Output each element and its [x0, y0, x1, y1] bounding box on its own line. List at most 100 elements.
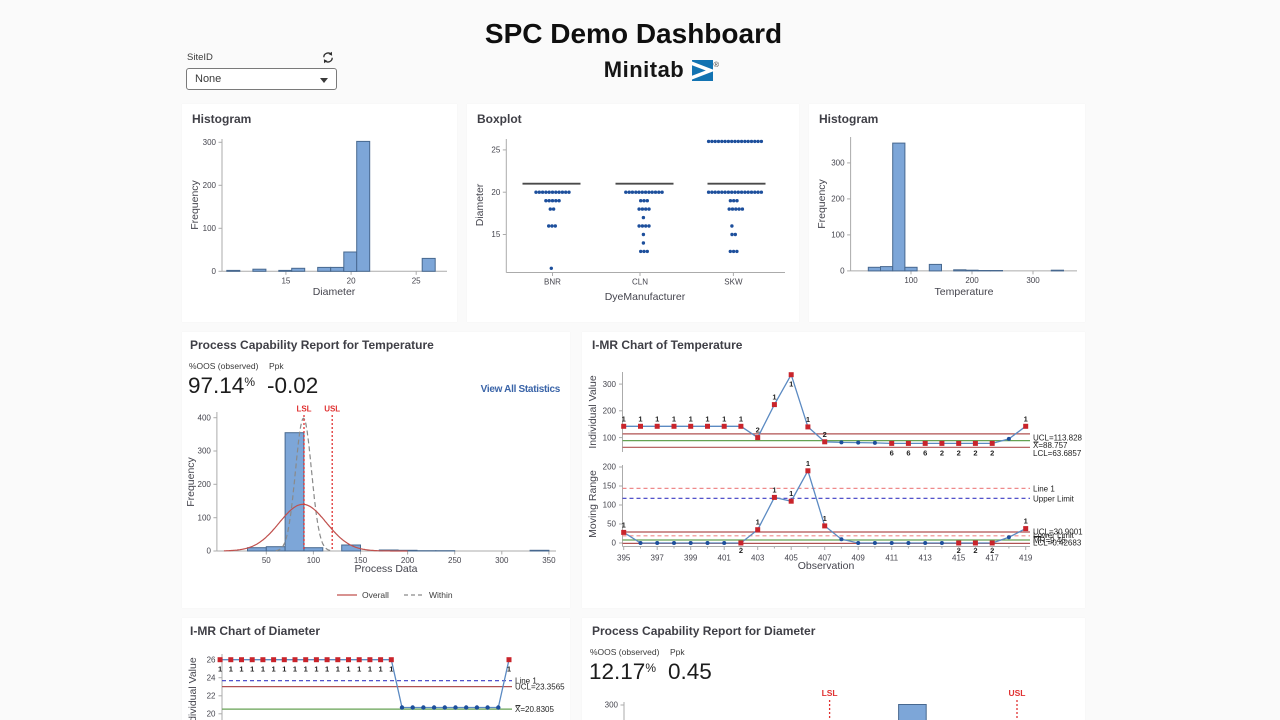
svg-text:Temperature: Temperature — [935, 286, 994, 298]
svg-text:2: 2 — [957, 546, 961, 555]
svg-text:0: 0 — [612, 539, 617, 548]
svg-text:1: 1 — [622, 414, 626, 423]
svg-text:250: 250 — [448, 556, 462, 565]
svg-text:Diameter: Diameter — [474, 183, 486, 226]
svg-text:Frequency: Frequency — [816, 178, 828, 228]
svg-text:®: ® — [714, 60, 720, 69]
svg-text:1: 1 — [346, 665, 350, 674]
svg-text:Within: Within — [429, 590, 453, 600]
svg-text:6: 6 — [923, 448, 927, 457]
svg-text:2: 2 — [990, 546, 994, 555]
svg-text:Lower Limit: Lower Limit — [1033, 531, 1075, 540]
svg-text:1: 1 — [218, 665, 222, 674]
svg-text:2: 2 — [957, 448, 961, 457]
svg-text:Process Data: Process Data — [354, 563, 417, 575]
svg-text:20: 20 — [207, 710, 216, 719]
svg-text:1: 1 — [272, 665, 276, 674]
svg-text:Frequency: Frequency — [185, 456, 197, 506]
svg-text:100: 100 — [198, 513, 212, 522]
svg-text:1: 1 — [705, 414, 709, 423]
svg-text:100: 100 — [203, 224, 217, 233]
svg-text:200: 200 — [603, 463, 617, 472]
svg-text:2: 2 — [973, 546, 977, 555]
svg-text:1: 1 — [672, 414, 676, 423]
svg-text:397: 397 — [651, 554, 665, 563]
svg-text:300: 300 — [495, 556, 509, 565]
svg-text:401: 401 — [718, 554, 732, 563]
svg-text:LSL: LSL — [822, 688, 838, 698]
svg-text:Overall: Overall — [362, 590, 389, 600]
svg-text:20: 20 — [491, 188, 500, 197]
svg-text:2: 2 — [739, 546, 743, 555]
svg-text:Upper Limit: Upper Limit — [1033, 494, 1075, 503]
svg-text:X=88.757: X=88.757 — [1033, 441, 1068, 450]
svg-text:2: 2 — [990, 448, 994, 457]
svg-text:1: 1 — [368, 665, 372, 674]
svg-text:1: 1 — [229, 665, 233, 674]
svg-text:1: 1 — [507, 665, 511, 674]
svg-text:UCL=30.9001: UCL=30.9001 — [1033, 528, 1083, 537]
svg-text:LCL=0.42683: LCL=0.42683 — [1033, 538, 1082, 547]
svg-text:399: 399 — [684, 554, 698, 563]
svg-text:300: 300 — [203, 138, 217, 147]
svg-text:1: 1 — [293, 665, 297, 674]
svg-text:6: 6 — [906, 448, 910, 457]
svg-text:Line 1: Line 1 — [515, 677, 537, 686]
svg-text:1: 1 — [239, 665, 243, 674]
svg-text:1: 1 — [823, 514, 827, 523]
svg-text:1: 1 — [1024, 517, 1028, 526]
svg-text:409: 409 — [852, 554, 866, 563]
svg-text:200: 200 — [965, 276, 979, 285]
svg-text:1: 1 — [622, 520, 626, 529]
svg-text:1: 1 — [638, 414, 642, 423]
svg-text:400: 400 — [198, 413, 212, 422]
svg-text:200: 200 — [203, 181, 217, 190]
svg-text:1: 1 — [789, 380, 793, 389]
svg-text:1: 1 — [722, 414, 726, 423]
svg-text:1: 1 — [789, 489, 793, 498]
svg-text:USL: USL — [1009, 688, 1026, 698]
svg-text:2: 2 — [973, 448, 977, 457]
svg-text:22: 22 — [207, 692, 216, 701]
svg-text:1: 1 — [655, 414, 659, 423]
svg-text:1: 1 — [389, 665, 393, 674]
svg-text:1: 1 — [336, 665, 340, 674]
svg-text:300: 300 — [198, 447, 212, 456]
svg-text:200: 200 — [603, 407, 617, 416]
svg-text:403: 403 — [751, 554, 765, 563]
svg-text:50: 50 — [607, 520, 616, 529]
svg-text:100: 100 — [603, 501, 617, 510]
svg-text:2: 2 — [756, 426, 760, 435]
svg-text:1: 1 — [1024, 414, 1028, 423]
svg-text:Individual Value: Individual Value — [187, 657, 199, 720]
svg-text:1: 1 — [357, 665, 361, 674]
svg-text:20: 20 — [347, 276, 356, 285]
svg-text:2: 2 — [823, 430, 827, 439]
svg-text:350: 350 — [542, 556, 556, 565]
svg-text:200: 200 — [198, 480, 212, 489]
svg-text:LSL: LSL — [296, 405, 311, 414]
svg-text:1: 1 — [806, 459, 810, 468]
svg-text:150: 150 — [354, 556, 368, 565]
svg-text:USL: USL — [324, 405, 340, 414]
svg-text:300: 300 — [605, 701, 619, 710]
svg-text:Moving Range: Moving Range — [587, 470, 599, 538]
svg-text:300: 300 — [603, 380, 617, 389]
svg-text:1: 1 — [250, 665, 254, 674]
svg-text:100: 100 — [831, 231, 845, 240]
svg-text:1: 1 — [739, 414, 743, 423]
svg-text:100: 100 — [603, 433, 617, 442]
svg-text:25: 25 — [491, 146, 500, 155]
svg-text:X=20.8305: X=20.8305 — [515, 705, 554, 714]
svg-text:26: 26 — [207, 655, 216, 664]
svg-text:LCL=63.6857: LCL=63.6857 — [1033, 449, 1082, 458]
svg-text:15: 15 — [281, 276, 290, 285]
svg-text:300: 300 — [1026, 276, 1040, 285]
svg-text:417: 417 — [986, 554, 1000, 563]
svg-text:1: 1 — [325, 665, 329, 674]
svg-text:0: 0 — [840, 267, 845, 276]
svg-text:UCL=113.828: UCL=113.828 — [1033, 433, 1083, 442]
svg-text:419: 419 — [1019, 554, 1033, 563]
svg-text:0: 0 — [206, 547, 211, 556]
svg-text:1: 1 — [379, 665, 383, 674]
